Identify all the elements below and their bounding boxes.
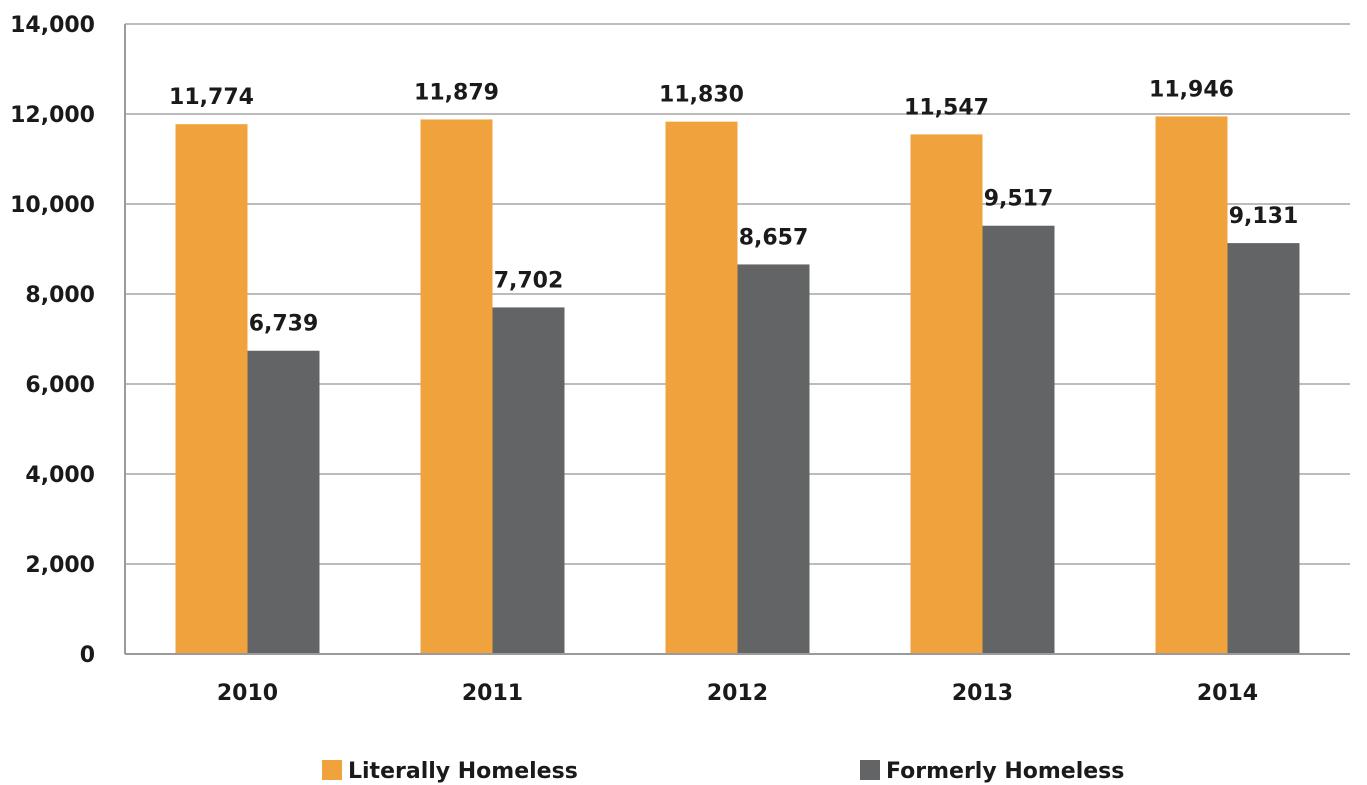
data-label: 9,517	[984, 187, 1054, 212]
bar-literally-homeless-2011	[420, 119, 493, 654]
data-label: 9,131	[1229, 204, 1299, 229]
bar-literally-homeless-2013	[910, 134, 983, 654]
y-tick-label: 14,000	[10, 13, 95, 38]
legend-label: Formerly Homeless	[886, 759, 1124, 784]
data-label: 11,774	[169, 85, 254, 110]
bar-formerly-homeless-2014	[1227, 243, 1300, 655]
x-tick-label: 2010	[217, 681, 278, 706]
bar-formerly-homeless-2010	[247, 350, 320, 654]
data-label: 8,657	[739, 225, 809, 250]
x-tick-label: 2011	[462, 681, 523, 706]
x-tick-label: 2014	[1197, 681, 1258, 706]
bars	[175, 116, 1300, 655]
data-label: 11,946	[1149, 77, 1234, 102]
legend-label: Literally Homeless	[348, 759, 578, 784]
bar-literally-homeless-2010	[175, 124, 248, 655]
data-label: 7,702	[494, 268, 564, 293]
legend: Literally Homeless Formerly Homeless	[322, 759, 1124, 784]
y-tick-label: 8,000	[25, 283, 95, 308]
y-tick-label: 10,000	[10, 193, 95, 218]
y-tick-label: 12,000	[10, 103, 95, 128]
data-label: 11,547	[904, 95, 989, 120]
bar-formerly-homeless-2011	[492, 307, 565, 654]
legend-swatch	[322, 760, 342, 780]
legend-swatch	[860, 760, 880, 780]
x-tick-label: 2012	[707, 681, 768, 706]
y-tick-label: 6,000	[25, 373, 95, 398]
y-tick-label: 2,000	[25, 553, 95, 578]
bar-literally-homeless-2012	[665, 121, 738, 654]
bar-formerly-homeless-2013	[982, 225, 1055, 655]
y-tick-label: 4,000	[25, 463, 95, 488]
data-label: 11,830	[659, 83, 744, 108]
data-label: 11,879	[414, 80, 499, 105]
x-axis-ticks: 2010 2011 2012 2013 2014	[217, 681, 1258, 706]
bar-formerly-homeless-2012	[737, 264, 810, 654]
data-labels: 11,774 6,739 11,879 7,702 11,830 8,657 11,547 9…	[169, 77, 1298, 336]
y-tick-label: 0	[80, 643, 95, 668]
y-axis-ticks: 0 2,000 4,000 6,000 8,000 10,000 12,000 14,000	[10, 13, 95, 668]
x-tick-label: 2013	[952, 681, 1013, 706]
bar-literally-homeless-2014	[1155, 116, 1228, 655]
data-label: 6,739	[249, 312, 319, 337]
